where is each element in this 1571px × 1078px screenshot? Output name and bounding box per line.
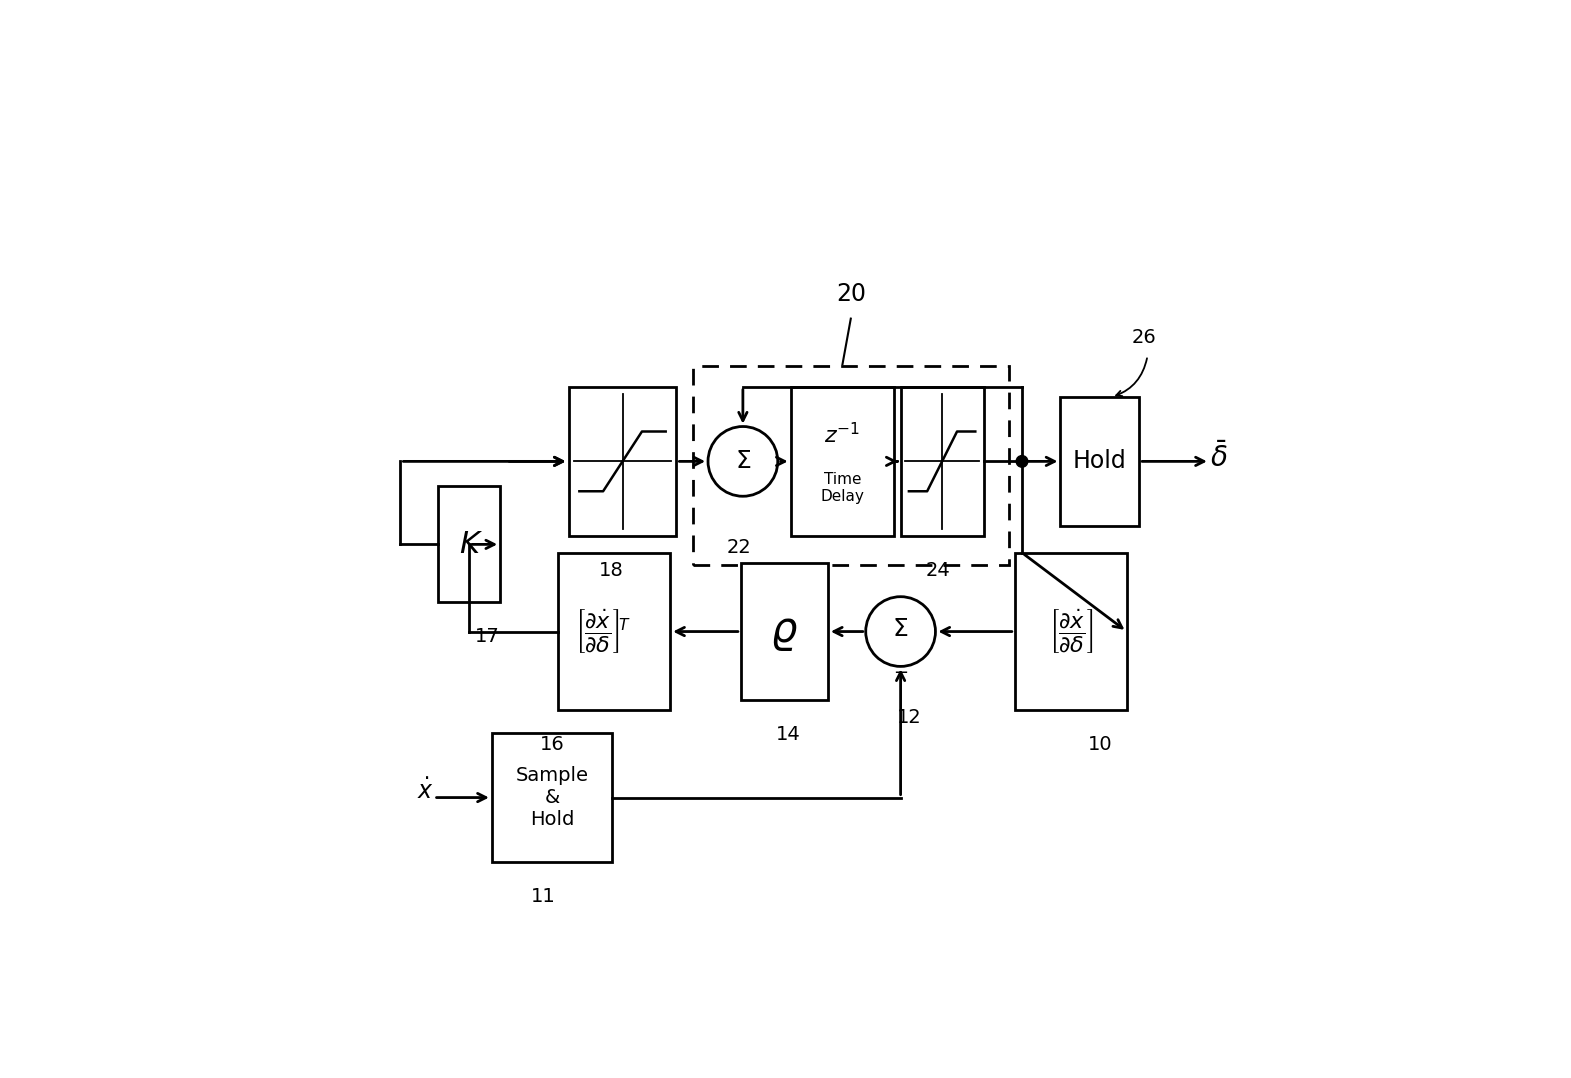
Bar (438, 486, 500, 603)
Text: 17: 17 (476, 627, 500, 647)
Circle shape (866, 597, 935, 666)
Text: 24: 24 (925, 561, 950, 580)
Text: $z^{-1}$: $z^{-1}$ (825, 421, 861, 447)
Bar (900, 387, 983, 536)
Text: 14: 14 (776, 724, 801, 744)
Bar (790, 387, 894, 536)
Text: $-$: $-$ (892, 662, 908, 680)
Bar (1015, 553, 1126, 710)
Bar (742, 563, 828, 700)
Text: 22: 22 (726, 538, 751, 556)
Text: $\Sigma$: $\Sigma$ (892, 617, 908, 641)
Text: 26: 26 (1131, 328, 1156, 347)
Text: 10: 10 (1087, 735, 1112, 755)
Text: $\bar{\delta}$: $\bar{\delta}$ (1210, 442, 1227, 472)
Text: $\dot{x}$: $\dot{x}$ (416, 778, 434, 804)
Bar (693, 365, 1009, 565)
Text: $\left[\dfrac{\partial\dot{x}}{\partial\delta}\right]$: $\left[\dfrac{\partial\dot{x}}{\partial\… (1049, 608, 1093, 655)
Text: $\Sigma$: $\Sigma$ (735, 450, 751, 473)
Text: Time
Delay: Time Delay (820, 472, 864, 505)
Text: 11: 11 (531, 887, 556, 906)
Text: 18: 18 (600, 561, 624, 580)
Text: K: K (459, 530, 479, 558)
Text: 12: 12 (897, 708, 921, 727)
Text: Sample
&
Hold: Sample & Hold (515, 766, 589, 829)
Text: $\left[\dfrac{\partial\dot{x}}{\partial\delta}\right]^{\!T}$: $\left[\dfrac{\partial\dot{x}}{\partial\… (575, 608, 632, 655)
Bar (569, 387, 677, 536)
Circle shape (1016, 456, 1027, 467)
Bar (492, 733, 613, 862)
Text: 20: 20 (836, 282, 866, 306)
Bar (558, 553, 671, 710)
Text: 16: 16 (540, 735, 566, 755)
Bar (1060, 397, 1139, 526)
Text: Hold: Hold (1073, 450, 1126, 473)
Circle shape (709, 427, 778, 496)
Text: $\varrho$: $\varrho$ (770, 610, 798, 652)
